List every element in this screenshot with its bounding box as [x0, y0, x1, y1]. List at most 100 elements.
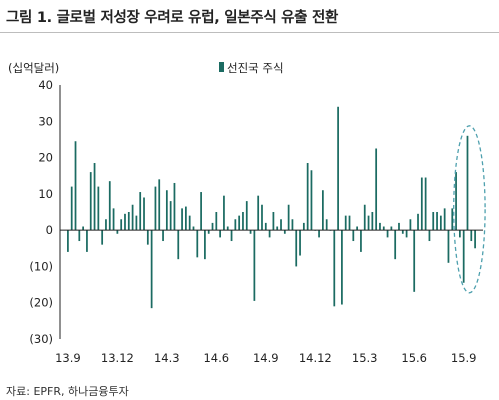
- x-tick-label: 14.12: [299, 351, 332, 365]
- bar: [120, 219, 123, 231]
- bar: [287, 204, 290, 231]
- bar: [253, 230, 256, 301]
- bar: [443, 208, 446, 231]
- bar: [192, 226, 195, 231]
- bar: [124, 213, 126, 231]
- bar: [401, 230, 404, 234]
- y-tick-label: 20: [38, 151, 53, 165]
- bar: [352, 230, 355, 242]
- x-tick-label: 14.6: [203, 351, 229, 365]
- bar: [234, 219, 237, 231]
- bar-chart: (십억달러) 선진국 주식 40 30 20 10 0 (10) (20) (30) 13.9…: [8, 61, 486, 365]
- bar: [70, 186, 73, 231]
- bar: [89, 172, 92, 231]
- bar: [82, 226, 84, 231]
- x-tick-label: 14.9: [253, 351, 279, 365]
- bar: [226, 226, 229, 231]
- bar: [139, 192, 142, 231]
- bar: [386, 230, 389, 238]
- bar: [154, 186, 157, 231]
- chart-title: 그림 1. 글로벌 저성장 우려로 유럽, 일본주식 유출 전환: [6, 10, 339, 26]
- bar: [439, 215, 442, 231]
- bar: [261, 204, 263, 231]
- bar: [322, 190, 324, 231]
- bar: [116, 230, 119, 234]
- bar: [181, 208, 183, 231]
- y-tick-label: (10): [29, 259, 53, 273]
- bar: [143, 197, 145, 231]
- bar: [466, 135, 469, 231]
- bar: [432, 212, 435, 231]
- bar: [436, 212, 438, 231]
- bar: [97, 186, 100, 231]
- bar: [185, 206, 187, 231]
- bar: [93, 163, 96, 231]
- y-tick-label: (30): [29, 332, 53, 346]
- bar: [272, 212, 275, 231]
- bar: [413, 230, 416, 292]
- bar: [105, 219, 107, 231]
- legend-swatch: [219, 62, 224, 72]
- bar: [428, 230, 431, 242]
- bar: [150, 230, 153, 309]
- bar: [135, 215, 138, 231]
- bar: [306, 163, 309, 231]
- legend: 선진국 주식: [219, 61, 284, 75]
- bar: [283, 230, 286, 234]
- bar: [162, 230, 164, 242]
- bar: [245, 201, 248, 231]
- bar: [291, 219, 294, 231]
- bar: [230, 230, 233, 242]
- bar: [447, 230, 450, 263]
- bar: [112, 208, 115, 231]
- bar: [173, 182, 176, 231]
- y-unit-label: (십억달러): [8, 61, 59, 75]
- source-note: 자료: EPFR, 하나금융투자: [6, 385, 129, 398]
- bar: [310, 170, 313, 231]
- bar: [344, 215, 347, 231]
- y-tick-label: 30: [38, 114, 53, 128]
- bar: [280, 219, 282, 231]
- bar: [127, 212, 130, 231]
- bar: [257, 195, 260, 231]
- bar: [375, 148, 378, 231]
- bar: [249, 230, 252, 234]
- bar: [379, 222, 381, 231]
- bar: [211, 222, 214, 231]
- bar: [318, 230, 320, 238]
- bar: [360, 230, 362, 252]
- y-axis-labels: 40 30 20 10 0 (10) (20) (30): [29, 78, 53, 346]
- bar: [196, 230, 199, 258]
- bar: [302, 222, 305, 231]
- bar: [276, 226, 279, 231]
- bars: [67, 106, 476, 309]
- bar: [371, 212, 374, 231]
- bar: [390, 226, 393, 231]
- bar: [169, 201, 172, 231]
- bar: [223, 195, 225, 231]
- x-tick-label: 13.9: [55, 351, 81, 365]
- bar: [268, 230, 271, 238]
- bar: [382, 226, 385, 231]
- bar: [242, 212, 244, 231]
- bar: [86, 230, 88, 252]
- x-tick-label: 15.3: [352, 351, 378, 365]
- y-tick-label: 10: [38, 187, 53, 201]
- x-tick-label: 15.6: [401, 351, 427, 365]
- bar: [459, 230, 461, 238]
- bar: [165, 190, 168, 231]
- bar: [348, 215, 351, 231]
- bar: [238, 215, 241, 231]
- bar: [67, 230, 69, 252]
- bar: [108, 181, 111, 231]
- y-tick-label: 0: [46, 223, 53, 237]
- bar: [78, 230, 81, 242]
- bar: [299, 230, 301, 256]
- bar: [470, 230, 473, 242]
- bar: [455, 172, 457, 231]
- bar: [146, 230, 149, 245]
- bar: [337, 106, 339, 231]
- bar: [341, 230, 343, 305]
- bar: [394, 230, 397, 260]
- bar: [215, 212, 218, 231]
